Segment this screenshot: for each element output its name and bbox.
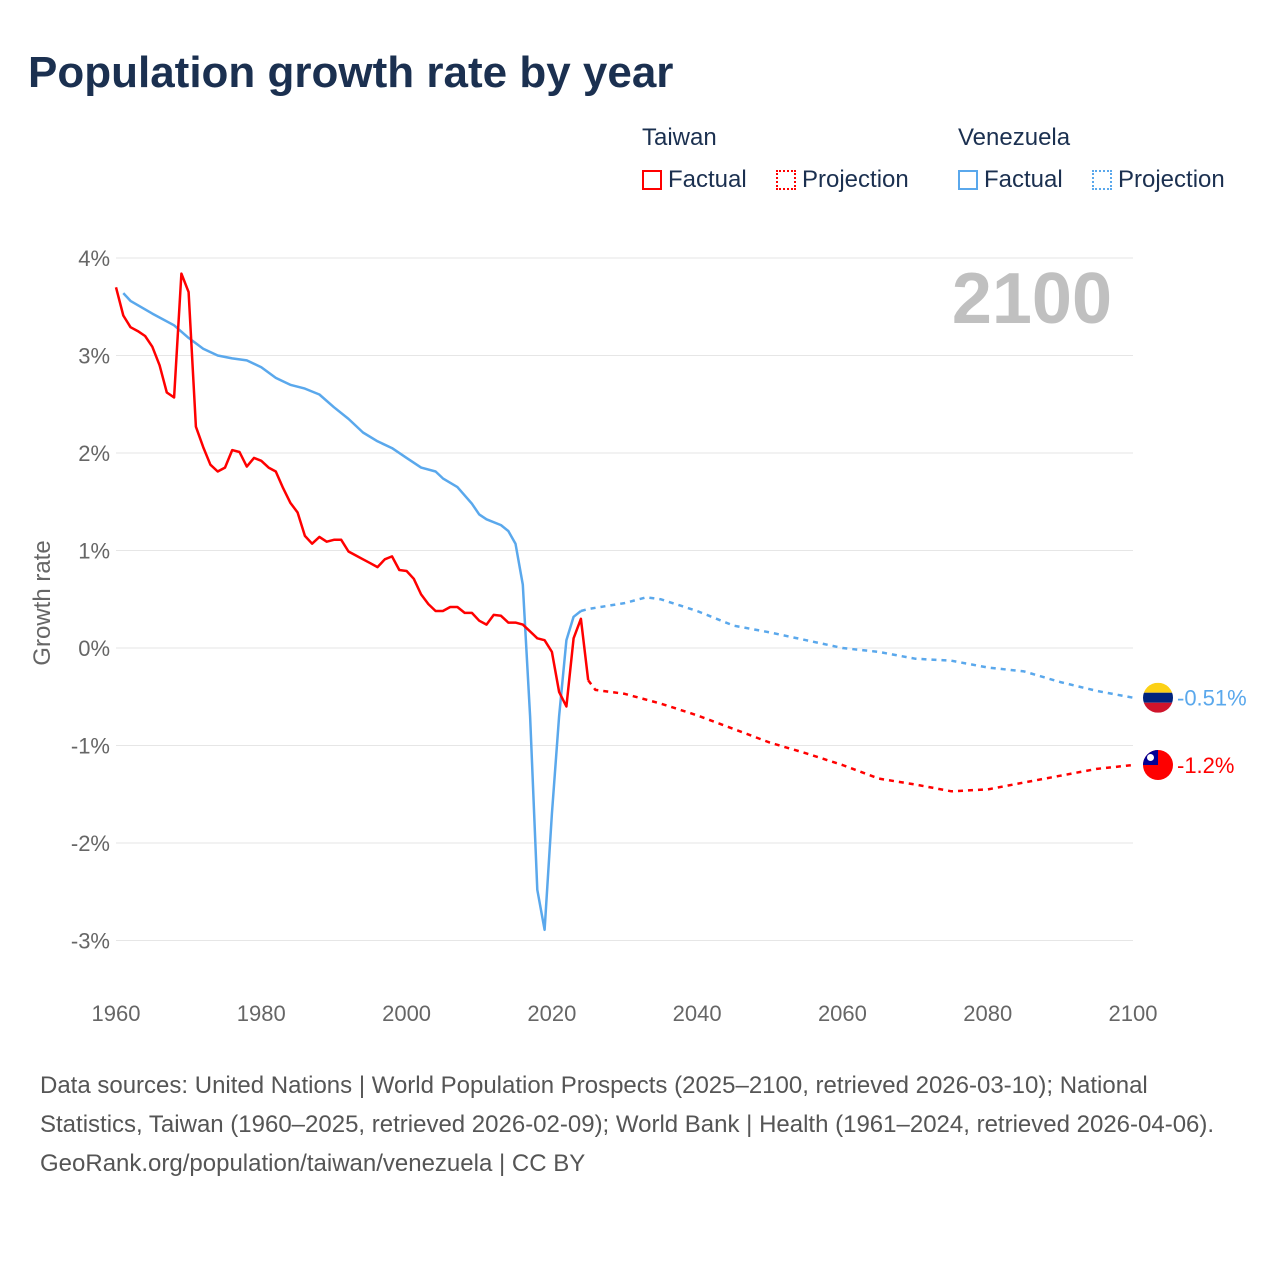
y-tick-label: -2%: [71, 831, 110, 856]
x-tick-label: 1980: [237, 1001, 286, 1026]
x-tick-label: 2060: [818, 1001, 867, 1026]
y-tick-label: -3%: [71, 929, 110, 954]
y-tick-label: 4%: [78, 246, 110, 271]
series-line-taiwan-projection[interactable]: [587, 679, 1134, 793]
x-tick-label: 2100: [1109, 1001, 1158, 1026]
x-tick-label: 2080: [963, 1001, 1012, 1026]
series-line-venezuela-factual[interactable]: [122, 292, 582, 932]
data-sources: Data sources: United Nations | World Pop…: [40, 1072, 1215, 1138]
y-tick-label: 1%: [78, 539, 110, 564]
end-value-label: -0.51%: [1177, 686, 1247, 711]
solid-swatch-icon: [958, 170, 978, 190]
legend-venezuela-factual[interactable]: Factual: [958, 166, 1063, 194]
venezuela-flag-icon: [1143, 682, 1173, 713]
line-chart: 4% 3% 2% 1% 0% -1% -2% -3% 1960 1980 2000 2020 2040 2…: [29, 246, 1247, 1026]
dotted-swatch-icon: [1092, 170, 1112, 190]
x-tick-label: 2000: [382, 1001, 431, 1026]
credit-link[interactable]: GeoRank.org/population/taiwan/venezuela …: [40, 1150, 586, 1177]
y-tick-label: 0%: [78, 636, 110, 661]
x-tick-label: 2040: [673, 1001, 722, 1026]
year-watermark: 2100: [952, 259, 1112, 339]
legend-venezuela-projection[interactable]: Projection: [1092, 166, 1225, 194]
legend-taiwan-projection[interactable]: Projection: [776, 166, 909, 194]
footer: Data sources: United Nations | World Pop…: [40, 1066, 1250, 1183]
y-tick-label: -1%: [71, 734, 110, 759]
x-tick-label: 1960: [92, 1001, 141, 1026]
taiwan-flag-icon: [1143, 750, 1173, 780]
legend-label: Projection: [1118, 166, 1225, 193]
y-tick-label: 2%: [78, 441, 110, 466]
series-line-venezuela-projection[interactable]: [580, 596, 1134, 699]
legend-label: Factual: [668, 166, 747, 193]
legend-group-taiwan: Taiwan: [642, 124, 717, 151]
legend-taiwan-factual[interactable]: Factual: [642, 166, 747, 194]
chart-title: Population growth rate by year: [28, 48, 674, 97]
y-tick-label: 3%: [78, 344, 110, 369]
dotted-swatch-icon: [776, 170, 796, 190]
end-value-label: -1.2%: [1177, 753, 1234, 778]
x-tick-label: 2020: [527, 1001, 576, 1026]
solid-swatch-icon: [642, 170, 662, 190]
legend-label: Projection: [802, 166, 909, 193]
legend-group-venezuela: Venezuela: [958, 124, 1071, 151]
legend-label: Factual: [984, 166, 1063, 193]
y-axis-label: Growth rate: [29, 540, 56, 665]
series-line-taiwan-factual[interactable]: [114, 272, 590, 708]
